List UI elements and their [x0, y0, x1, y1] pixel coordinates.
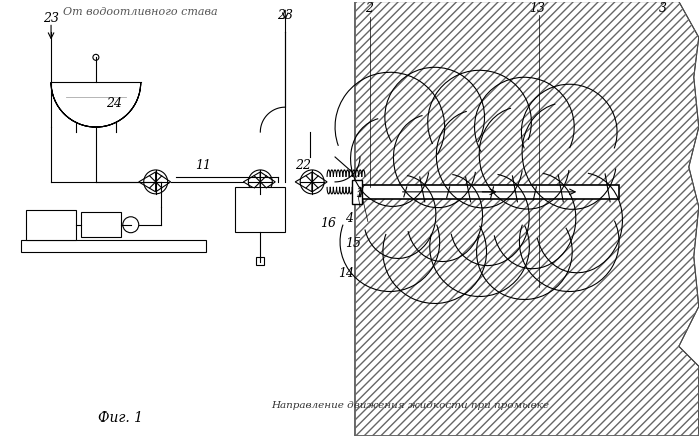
- Circle shape: [122, 217, 139, 233]
- Text: Направление движения жидкости при промывке: Направление движения жидкости при промыв…: [271, 401, 549, 410]
- Bar: [235, 187, 285, 232]
- Polygon shape: [312, 172, 327, 192]
- Polygon shape: [260, 172, 275, 192]
- Bar: [355, 185, 619, 199]
- Bar: [256, 257, 265, 265]
- Bar: [352, 180, 362, 204]
- Text: 24: 24: [106, 97, 122, 110]
- Text: 1: 1: [355, 187, 363, 200]
- Polygon shape: [295, 172, 312, 192]
- Text: 15: 15: [345, 237, 361, 250]
- Text: 3: 3: [659, 3, 667, 16]
- Text: 4: 4: [345, 212, 353, 225]
- Text: 2: 2: [365, 3, 373, 16]
- Text: 16: 16: [320, 217, 336, 230]
- Text: 11: 11: [195, 159, 211, 172]
- Polygon shape: [155, 172, 171, 192]
- Text: 23: 23: [277, 10, 293, 23]
- Circle shape: [93, 54, 99, 60]
- Wedge shape: [51, 82, 141, 127]
- Bar: [21, 240, 206, 252]
- Text: 13: 13: [529, 3, 545, 16]
- Text: 22: 22: [295, 159, 312, 172]
- Text: 14: 14: [338, 266, 354, 279]
- Polygon shape: [139, 172, 155, 192]
- Text: От водоотливного става: От водоотливного става: [64, 7, 218, 17]
- Text: Фиг. 1: Фиг. 1: [98, 411, 144, 425]
- Text: 23: 23: [43, 13, 59, 25]
- Bar: [26, 210, 76, 240]
- Polygon shape: [244, 172, 260, 192]
- PathPatch shape: [355, 2, 699, 436]
- Bar: [81, 212, 121, 237]
